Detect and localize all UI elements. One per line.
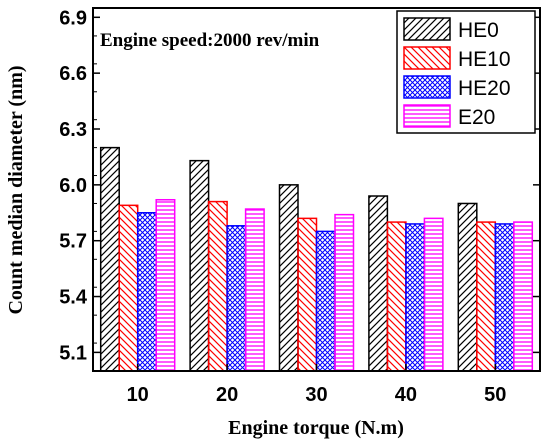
chart-annotation: Engine speed:2000 rev/min [100,30,320,51]
legend-label-E20: E20 [458,106,495,129]
bar-HE0-50 [457,202,478,372]
bar-HE10-40 [386,221,407,372]
bar-HE0-40 [368,195,389,372]
bar-HE20-50 [494,223,515,372]
bar-HE20-10 [136,212,157,372]
bar-HE0-30 [278,184,299,372]
y-axis-title: Count median diameter (nm) [5,65,27,314]
bar-HE10-10 [118,204,139,372]
y-tick-label: 5.4 [59,287,88,309]
y-tick-label: 6.9 [59,7,87,29]
y-tick-label: 5.1 [59,342,87,364]
legend-swatch-HE0 [403,17,451,41]
bar-E20-10 [155,198,176,372]
legend-label-HE20: HE20 [458,77,511,100]
bar-HE10-20 [207,200,228,372]
bar-HE0-20 [189,159,210,372]
bar-HE20-20 [226,225,247,372]
bar-HE10-30 [297,217,318,372]
bar-HE0-10 [99,146,120,372]
legend-swatch-HE20 [403,75,451,99]
bar-E20-30 [334,213,355,372]
y-axis: 5.1 5.4 5.7 6.0 6.3 6.6 6.9 [59,7,540,372]
x-tick-label: 10 [127,384,149,406]
y-tick-label: 6.0 [59,175,87,197]
bar-HE20-40 [405,223,426,372]
x-axis-title: Engine torque (N.m) [228,417,404,439]
bar-E20-20 [244,208,265,372]
legend: HE0 HE10 HE20 E20 [396,10,536,134]
y-tick-label: 6.6 [59,63,87,85]
bars-layer [99,146,534,372]
y-tick-label: 5.7 [59,231,87,253]
bar-E20-40 [423,217,444,372]
bar-HE10-50 [476,221,497,372]
legend-label-HE10: HE10 [458,48,511,71]
x-axis: 10 20 30 40 50 [127,364,506,406]
legend-swatch-E20 [403,104,451,128]
bar-E20-50 [513,221,534,372]
legend-label-HE0: HE0 [458,19,499,42]
legend-swatch-HE10 [403,46,451,70]
x-tick-label: 20 [216,384,238,406]
x-tick-label: 40 [395,384,417,406]
x-tick-label: 30 [305,384,327,406]
bar-HE20-30 [315,230,336,372]
x-tick-label: 50 [484,384,506,406]
y-tick-label: 6.3 [59,119,87,141]
